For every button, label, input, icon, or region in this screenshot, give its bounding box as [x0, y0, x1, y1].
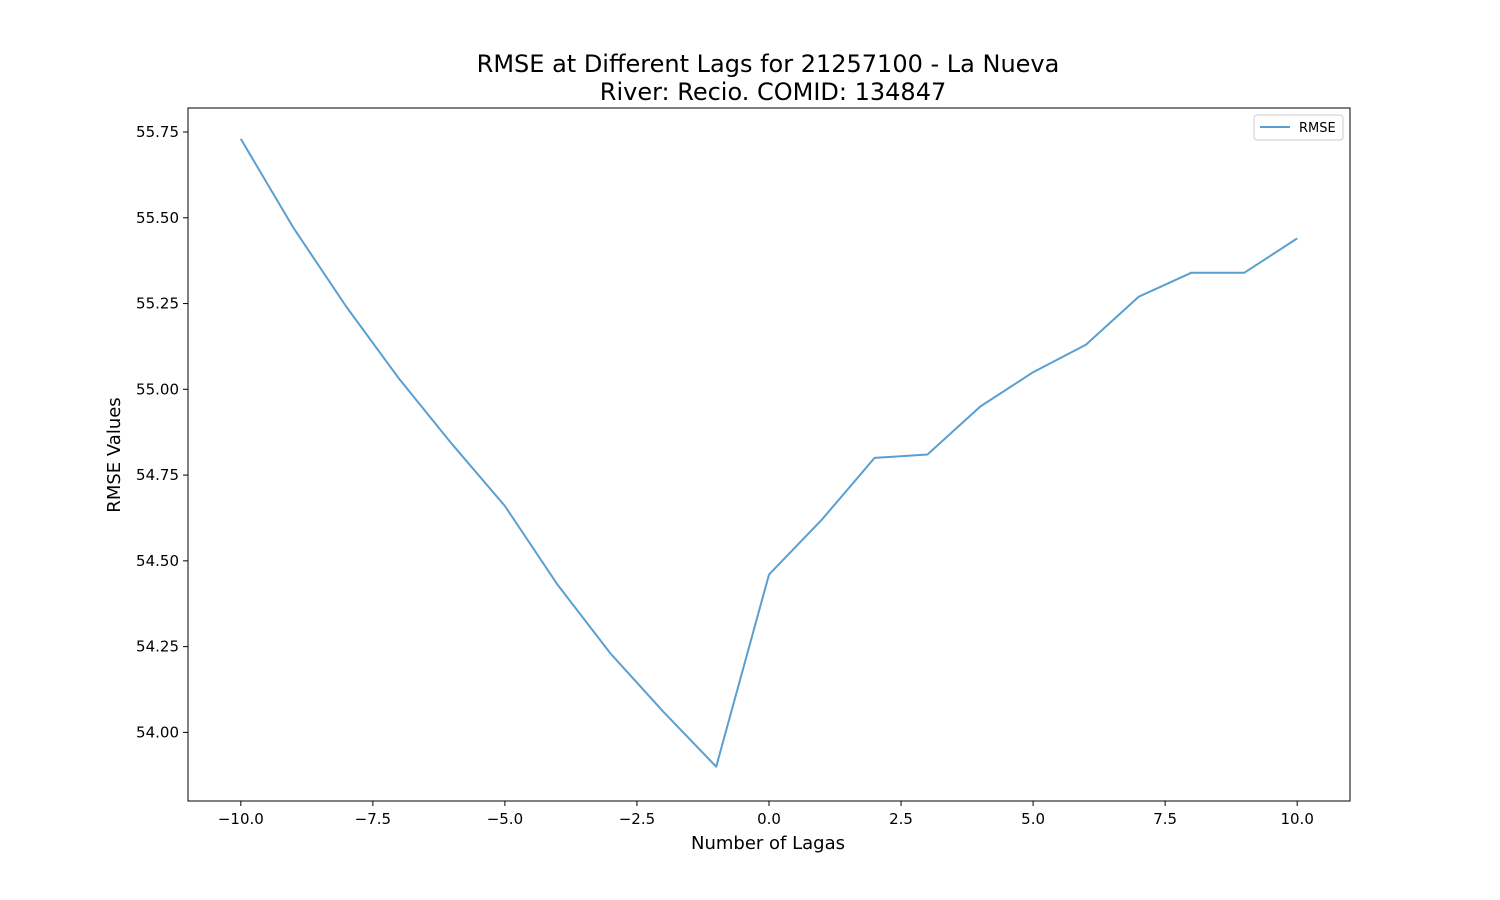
- x-tick-label: 7.5: [1153, 810, 1177, 828]
- y-tick-label: 54.50: [136, 552, 179, 570]
- chart-subtitle: River: Recio. COMID: 134847: [600, 78, 946, 106]
- y-axis-label: RMSE Values: [104, 397, 125, 512]
- x-tick-label: 10.0: [1280, 810, 1313, 828]
- y-tick-label: 54.75: [136, 466, 179, 484]
- y-axis-ticks: 54.00 54.25 54.50 54.75 55.00 55.25 55.50 55.75: [136, 123, 188, 741]
- x-axis-label: Number of Lagas: [691, 833, 845, 854]
- y-tick-label: 55.25: [136, 295, 179, 313]
- x-tick-label: −5.0: [487, 810, 523, 828]
- series-layer: [239, 138, 1298, 768]
- x-tick-label: 5.0: [1021, 810, 1045, 828]
- legend: RMSE: [1253, 114, 1344, 141]
- legend-label-rmse: RMSE: [1299, 121, 1336, 136]
- x-tick-label: −10.0: [218, 810, 264, 828]
- y-tick-label: 55.50: [136, 209, 179, 227]
- y-tick-label: 55.00: [136, 380, 179, 398]
- y-tick-label: 54.25: [136, 638, 179, 656]
- plot-area: −10.0 −7.5 −5.0 −2.5 0.0 2.5 5.0 7.5 10.0 54.005…: [136, 107, 1351, 828]
- x-axis-ticks: −10.0 −7.5 −5.0 −2.5 0.0 2.5 5.0 7.5 10.0: [218, 801, 1314, 828]
- y-tick-label: 54.00: [136, 723, 179, 741]
- x-tick-label: −7.5: [355, 810, 391, 828]
- y-tick-label: 55.75: [136, 123, 179, 141]
- x-tick-label: −2.5: [619, 810, 655, 828]
- x-tick-label: 2.5: [889, 810, 913, 828]
- series-line-rmse: [239, 138, 1298, 768]
- plot-frame: [187, 107, 1351, 802]
- chart-title: RMSE at Different Lags for 21257100 - La…: [477, 50, 1060, 78]
- x-tick-label: 0.0: [757, 810, 781, 828]
- legend-box: [1253, 114, 1344, 141]
